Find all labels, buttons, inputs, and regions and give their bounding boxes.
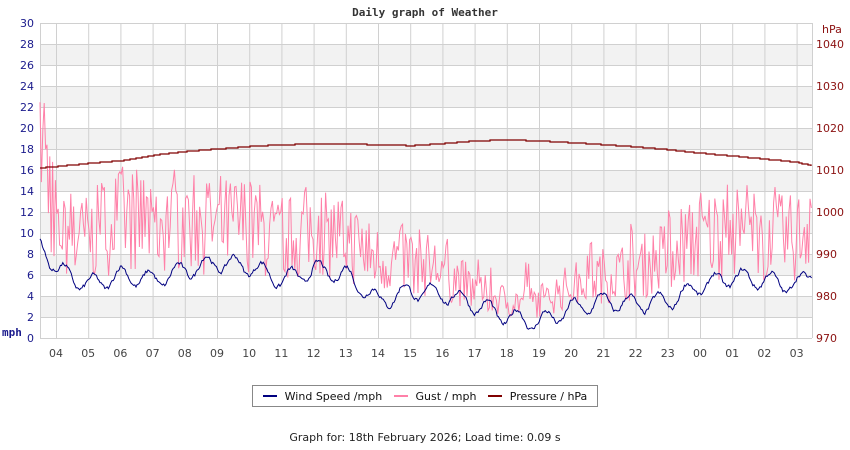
- legend-label-gust: Gust / mph: [415, 389, 477, 403]
- x-tick-label: 18: [500, 347, 514, 360]
- legend-label-pressure: Pressure / hPa: [509, 389, 588, 403]
- x-tick-label: 11: [274, 347, 288, 360]
- y-right-tick-label: 1000: [816, 206, 844, 219]
- gust-swatch-icon: [393, 395, 408, 397]
- grid-band: [40, 128, 812, 149]
- x-tick-label: 09: [210, 347, 224, 360]
- y-left-tick-label: 10: [20, 227, 34, 240]
- x-tick-label: 01: [725, 347, 739, 360]
- y-left-tick-label: 2: [27, 311, 34, 324]
- y-right-tick-label: 1030: [816, 80, 844, 93]
- legend-item-wind: Wind Speed /mph: [262, 389, 383, 403]
- pressure-swatch-icon: [487, 395, 502, 397]
- footer-status: Graph for: 18th February 2026; Load time…: [289, 431, 561, 444]
- x-tick-label: 07: [146, 347, 160, 360]
- y-left-tick-label: 14: [20, 185, 34, 198]
- y-left-tick-label: 28: [20, 38, 34, 51]
- grid-band: [40, 170, 812, 191]
- y-left-tick-label: 6: [27, 269, 34, 282]
- x-tick-label: 08: [178, 347, 192, 360]
- y-right-tick-label: 1040: [816, 38, 844, 51]
- y-left-tick-label: 16: [20, 164, 34, 177]
- y-left-unit: mph: [2, 326, 22, 339]
- legend-item-pressure: Pressure / hPa: [487, 389, 588, 403]
- x-tick-label: 23: [661, 347, 675, 360]
- x-tick-label: 13: [339, 347, 353, 360]
- y-right-tick-label: 980: [816, 290, 837, 303]
- x-tick-label: 10: [242, 347, 256, 360]
- x-tick-label: 21: [596, 347, 610, 360]
- x-tick-label: 19: [532, 347, 546, 360]
- y-left-tick-label: 12: [20, 206, 34, 219]
- y-left-tick-label: 30: [20, 17, 34, 30]
- y-right-unit: hPa: [822, 23, 842, 36]
- y-left-tick-label: 8: [27, 248, 34, 261]
- wind-series-line: [39, 238, 812, 330]
- y-left-tick-label: 4: [27, 290, 34, 303]
- y-right-tick-label: 1010: [816, 164, 844, 177]
- x-tick-label: 17: [468, 347, 482, 360]
- y-right-tick-label: 1020: [816, 122, 844, 135]
- x-tick-label: 22: [629, 347, 643, 360]
- x-tick-label: 06: [113, 347, 127, 360]
- x-tick-label: 15: [403, 347, 417, 360]
- y-right-tick-label: 970: [816, 332, 837, 345]
- gust-series-line: [39, 102, 812, 318]
- wind-swatch-icon: [262, 395, 277, 397]
- x-tick-label: 12: [307, 347, 321, 360]
- grid-band: [40, 44, 812, 65]
- legend-label-wind: Wind Speed /mph: [284, 389, 383, 403]
- y-left-tick-label: 18: [20, 143, 34, 156]
- x-tick-label: 14: [371, 347, 385, 360]
- grid-band: [40, 86, 812, 107]
- pressure-series-line: [40, 139, 812, 169]
- chart-title: Daily graph of Weather: [352, 6, 498, 19]
- y-left-tick-label: 26: [20, 59, 34, 72]
- x-tick-label: 05: [81, 347, 95, 360]
- x-tick-label: 00: [693, 347, 707, 360]
- x-tick-label: 04: [49, 347, 63, 360]
- y-right-tick-label: 990: [816, 248, 837, 261]
- y-left-tick-label: 0: [27, 332, 34, 345]
- legend-item-gust: Gust / mph: [393, 389, 477, 403]
- legend: Wind Speed /mph Gust / mph Pressure / hP…: [252, 385, 598, 407]
- y-left-tick-label: 22: [20, 101, 34, 114]
- x-tick-label: 16: [435, 347, 449, 360]
- grid-band: [40, 296, 812, 317]
- x-tick-label: 03: [790, 347, 804, 360]
- x-tick-label: 02: [757, 347, 771, 360]
- x-tick-label: 20: [564, 347, 578, 360]
- y-left-tick-label: 24: [20, 80, 34, 93]
- chart-plot: 04 05 06 07 08 09 10 11 12 13 14 15 16 17 18 19 20 21 22 23…: [2, 17, 844, 360]
- y-left-tick-label: 20: [20, 122, 34, 135]
